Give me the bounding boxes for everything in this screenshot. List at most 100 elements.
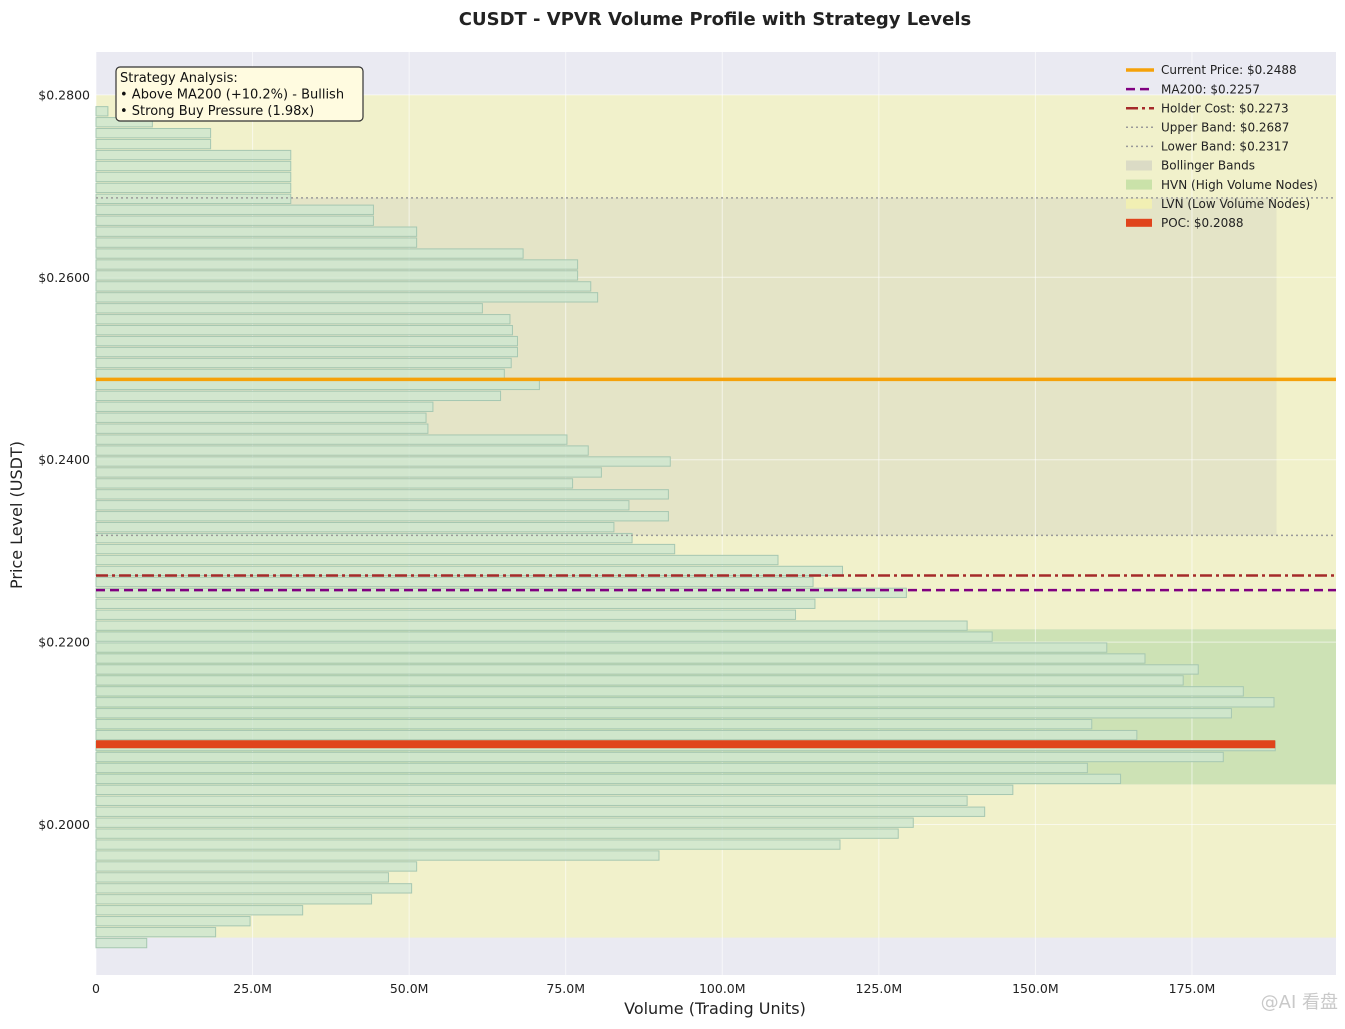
volume-bar (95, 511, 669, 522)
volume-bar (95, 303, 483, 314)
legend-label: Current Price: $0.2488 (1161, 63, 1297, 77)
x-axis: 0 25.0M 50.0M 75.0M 100.0M 125.0M 150.0M 175.0M (92, 981, 1215, 996)
volume-bar (95, 587, 907, 599)
legend-swatch-patch (1126, 198, 1152, 209)
volume-bar (95, 543, 676, 555)
volume-bar (95, 368, 505, 380)
x-axis-label: Volume (Trading Units) (624, 999, 806, 1018)
volume-bar (95, 500, 630, 511)
legend-label: LVN (Low Volume Nodes) (1161, 197, 1310, 211)
volume-bar (95, 664, 1199, 675)
volume-bar (95, 905, 304, 916)
volume-bar (95, 434, 568, 445)
x-tick-label: 175.0M (1169, 981, 1216, 996)
volume-bar (95, 379, 540, 391)
legend-swatch-patch (1126, 179, 1152, 190)
watermark: @AI 看盘 (1261, 992, 1338, 1013)
volume-bar (95, 193, 292, 205)
legend-label: Bollinger Bands (1161, 159, 1255, 173)
volume-bar (95, 926, 217, 938)
volume-bar (95, 226, 418, 237)
annotation-line: • Above MA200 (+10.2%) - Bullish (120, 88, 344, 103)
legend-label: POC: $0.2088 (1161, 216, 1244, 230)
volume-bar (95, 675, 1184, 686)
volume-bar (95, 478, 574, 489)
volume-bar (95, 456, 671, 467)
legend: Current Price: $0.2488 MA200: $0.2257 Hold… (1126, 63, 1318, 230)
volume-bar (95, 719, 1093, 730)
volume-bar (95, 697, 1275, 708)
volume-bar (95, 467, 602, 478)
volume-bar (95, 642, 1108, 653)
volume-bar (95, 171, 292, 183)
volume-bar (95, 686, 1244, 697)
volume-bar (95, 861, 418, 872)
volume-bar (95, 795, 968, 806)
y-tick-label: $0.2200 (38, 635, 90, 650)
volume-bar (95, 445, 589, 456)
volume-bar (95, 784, 1014, 796)
annotation-line: Strategy Analysis: (120, 71, 238, 86)
legend-swatch-poc (1126, 218, 1152, 227)
volume-bar (95, 204, 374, 215)
y-tick-label: $0.2000 (38, 817, 90, 832)
x-tick-label: 75.0M (546, 981, 585, 996)
legend-label: HVN (High Volume Nodes) (1161, 178, 1318, 192)
volume-bar (95, 751, 1224, 763)
volume-bar (95, 894, 373, 905)
x-tick-label: 125.0M (856, 981, 903, 996)
x-tick-label: 25.0M (233, 981, 272, 996)
volume-bar (95, 762, 1088, 774)
volume-bar (95, 576, 814, 588)
x-tick-label: 0 (92, 981, 100, 996)
volume-bar (95, 609, 797, 620)
volume-bar (95, 828, 899, 839)
legend-label: Upper Band: $0.2687 (1161, 121, 1289, 135)
volume-bar (95, 390, 502, 402)
volume-bar (95, 554, 779, 566)
legend-label: MA200: $0.2257 (1161, 82, 1260, 96)
volume-bar (95, 335, 518, 347)
volume-bar (95, 138, 212, 150)
volume-bar (95, 314, 511, 325)
volume-bar (95, 346, 518, 358)
volume-bar (95, 401, 434, 412)
plot-area (95, 52, 1336, 975)
legend-swatch-patch (1126, 160, 1152, 171)
volume-bar (95, 522, 615, 533)
volume-bar (95, 160, 292, 172)
volume-bar (95, 128, 212, 139)
y-axis: $0.2800 $0.2600 $0.2400 $0.2200 $0.2000 (38, 87, 90, 832)
volume-bar (95, 237, 418, 248)
volume-bar (95, 620, 968, 631)
y-axis-label: Price Level (USDT) (7, 441, 26, 589)
volume-bar (95, 653, 1146, 664)
volume-bar (95, 325, 513, 336)
volume-bar (95, 248, 524, 259)
volume-bar (95, 149, 292, 161)
volume-bar (95, 773, 1122, 785)
x-tick-label: 150.0M (1012, 981, 1059, 996)
volume-bar (95, 850, 660, 861)
volume-bar (95, 806, 986, 817)
x-tick-label: 50.0M (390, 981, 429, 996)
y-tick-label: $0.2800 (38, 87, 90, 102)
legend-label: Holder Cost: $0.2273 (1161, 101, 1289, 115)
volume-bar (95, 565, 844, 577)
strategy-annotation: Strategy Analysis: • Above MA200 (+10.2%)… (115, 66, 364, 122)
volume-bar (95, 106, 109, 117)
volume-bar (95, 883, 413, 894)
volume-bar (95, 872, 389, 883)
volume-bar (95, 215, 374, 226)
volume-bar (95, 489, 669, 500)
annotation-box (115, 66, 364, 122)
volume-bar (95, 729, 1138, 741)
legend-label: Lower Band: $0.2317 (1161, 140, 1289, 154)
y-tick-label: $0.2600 (38, 270, 90, 285)
volume-bar (95, 916, 251, 927)
poc-bar (96, 740, 1276, 749)
annotation-line: • Strong Buy Pressure (1.98x) (120, 104, 314, 119)
volume-bar (95, 412, 427, 423)
volume-bar (95, 357, 512, 369)
